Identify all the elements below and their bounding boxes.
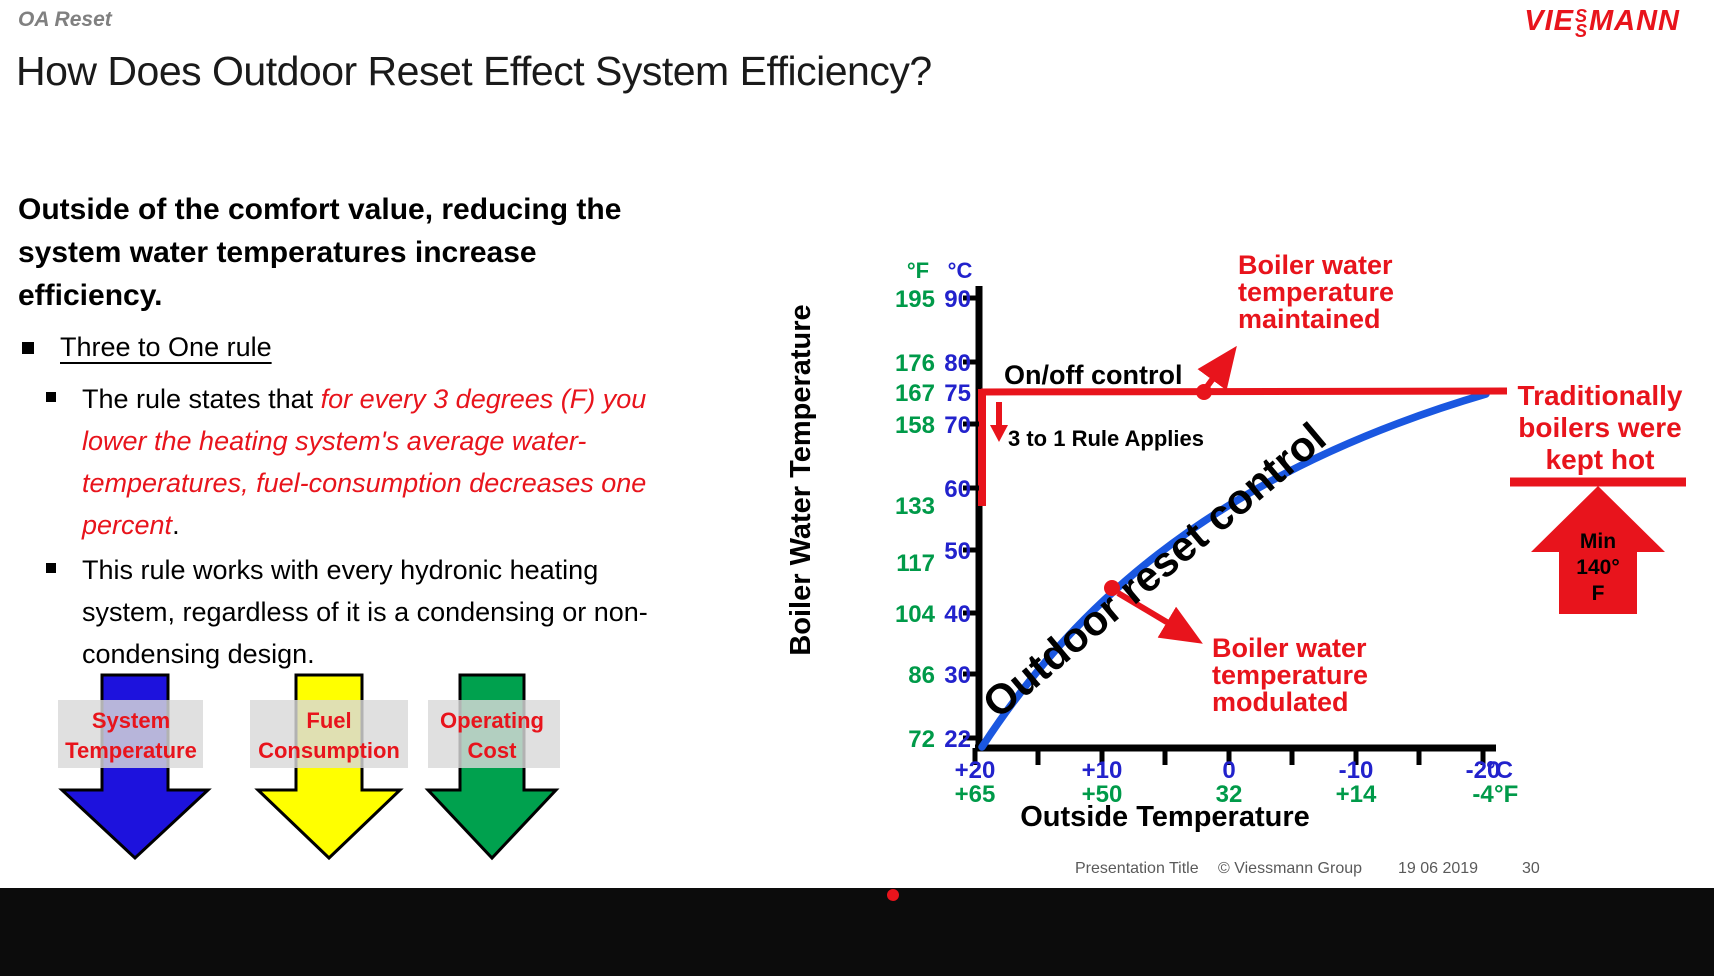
rule-applies-label: 3 to 1 Rule Applies (1008, 426, 1204, 451)
axis-tick-label: 72 (908, 726, 935, 753)
bullet-square-icon (46, 392, 56, 402)
bullet-rule-statement: The rule states that for every 3 degrees… (46, 378, 646, 546)
min-temp-label: Min (1580, 530, 1616, 553)
bullet-square-icon (22, 341, 34, 354)
axis-tick-label: 176 (895, 350, 935, 377)
axis-tick-label: 117 (896, 550, 935, 577)
logo-text-left: VIE (1524, 5, 1574, 37)
bottom-bar (0, 888, 1714, 976)
arrow-label: Consumption (258, 738, 400, 763)
axis-tick-label: +14 (1336, 781, 1377, 808)
footer-date: 19 06 2019 (1398, 860, 1479, 877)
intro-statement: Outside of the comfort value, reducing t… (18, 193, 622, 312)
min-temp-label: F (1592, 582, 1605, 605)
modulated-label: modulated (1212, 687, 1349, 717)
axis-tick-label: 86 (908, 662, 935, 689)
modulated-label: Boiler water (1212, 633, 1367, 663)
modulated-label: temperature (1212, 660, 1368, 690)
axis-tick-label: 104 (895, 601, 936, 628)
arrow-label: Fuel (306, 708, 351, 733)
outdoor-reset-curve (978, 390, 1490, 751)
footer-page-number: 30 (1522, 860, 1540, 877)
outdoor-reset-chart: Boiler water temperature maintained Boil… (785, 250, 1686, 833)
y-axis-title: Boiler Water Temperature (785, 304, 817, 655)
axis-tick-label: 75 (944, 380, 971, 407)
axis-tick-label: 158 (895, 412, 935, 439)
arrow-label: Cost (468, 738, 518, 763)
page-title: How Does Outdoor Reset Effect System Eff… (16, 48, 932, 94)
label-band (428, 700, 560, 768)
arrow-label: Operating (440, 708, 544, 733)
traditional-label: kept hot (1546, 444, 1655, 475)
logo-text-right: MANN (1589, 5, 1680, 37)
axis-tick-label: 133 (895, 493, 935, 520)
axis-tick-label: 0 (1222, 757, 1235, 784)
modulated-point (1104, 580, 1120, 596)
maintained-label: temperature (1238, 277, 1394, 307)
axis-tick-label: +50 (1082, 781, 1123, 808)
y-axis-unit-c: °C (948, 258, 973, 283)
axis-tick-label: +10 (1082, 757, 1123, 784)
footer-copyright: © Viessmann Group (1218, 860, 1363, 877)
axis-tick-label: 30 (944, 662, 971, 689)
axis-tick-label: 70 (944, 412, 971, 439)
axis-tick-label: -4 (1472, 781, 1494, 808)
axis-tick-label: 32 (1216, 781, 1243, 808)
min-temp-up-arrow-icon (1531, 486, 1665, 614)
axis-tick-label: °C (1486, 757, 1513, 784)
axis-tick-label: 90 (944, 286, 971, 313)
on-off-control-line (980, 387, 1508, 396)
axis-tick-label: 60 (944, 476, 971, 503)
record-dot-icon (887, 889, 899, 901)
axis-tick-label: 80 (944, 350, 971, 377)
axis-tick-label: -20 (1466, 757, 1501, 784)
impact-arrows-graphic: System Temperature Fuel Consumption Oper… (58, 673, 560, 861)
x-axis-title: Outside Temperature (1020, 801, 1310, 833)
rule-title: Three to One rule (60, 332, 272, 362)
axis-tick-label: +65 (955, 781, 996, 808)
bullet-rule-title: Three to One rule (22, 332, 272, 363)
axis-tick-label: 22 (944, 726, 971, 753)
axis-tick-label: °F (1494, 781, 1518, 808)
maintained-label: maintained (1238, 304, 1381, 334)
axis-tick-label: -10 (1339, 757, 1374, 784)
traditional-label: boilers were (1518, 412, 1681, 443)
bullet-square-icon (46, 563, 56, 573)
bullet-rule-note: This rule works with every hydronic heat… (46, 549, 648, 675)
arrow-label: System (92, 708, 170, 733)
axis-tick-label: 195 (895, 286, 935, 313)
axis-tick-label: 50 (944, 538, 971, 565)
modulated-arrow (1116, 590, 1203, 644)
maintained-label: Boiler water (1238, 250, 1393, 280)
min-temp-label: 140° (1576, 556, 1619, 579)
footer-presentation-title: Presentation Title (1075, 860, 1199, 877)
traditional-label: Traditionally (1518, 380, 1683, 411)
axis-tick-label: 167 (895, 380, 935, 407)
label-band (250, 700, 408, 768)
on-off-control-label: On/off control (1004, 360, 1182, 390)
y-axis-unit-f: °F (907, 258, 929, 283)
rule-drop-arrowhead-icon (990, 425, 1008, 442)
axis-tick-label: +20 (955, 757, 996, 784)
viessmann-logo: VIE S S MANN (1524, 5, 1680, 41)
logo-double-s-icon: S S (1574, 5, 1588, 41)
slide-section-tag: OA Reset (18, 8, 112, 31)
label-band (58, 700, 203, 768)
axis-tick-label: 40 (944, 601, 971, 628)
maintained-arrow (1197, 345, 1237, 391)
arrow-label: Temperature (65, 738, 197, 763)
